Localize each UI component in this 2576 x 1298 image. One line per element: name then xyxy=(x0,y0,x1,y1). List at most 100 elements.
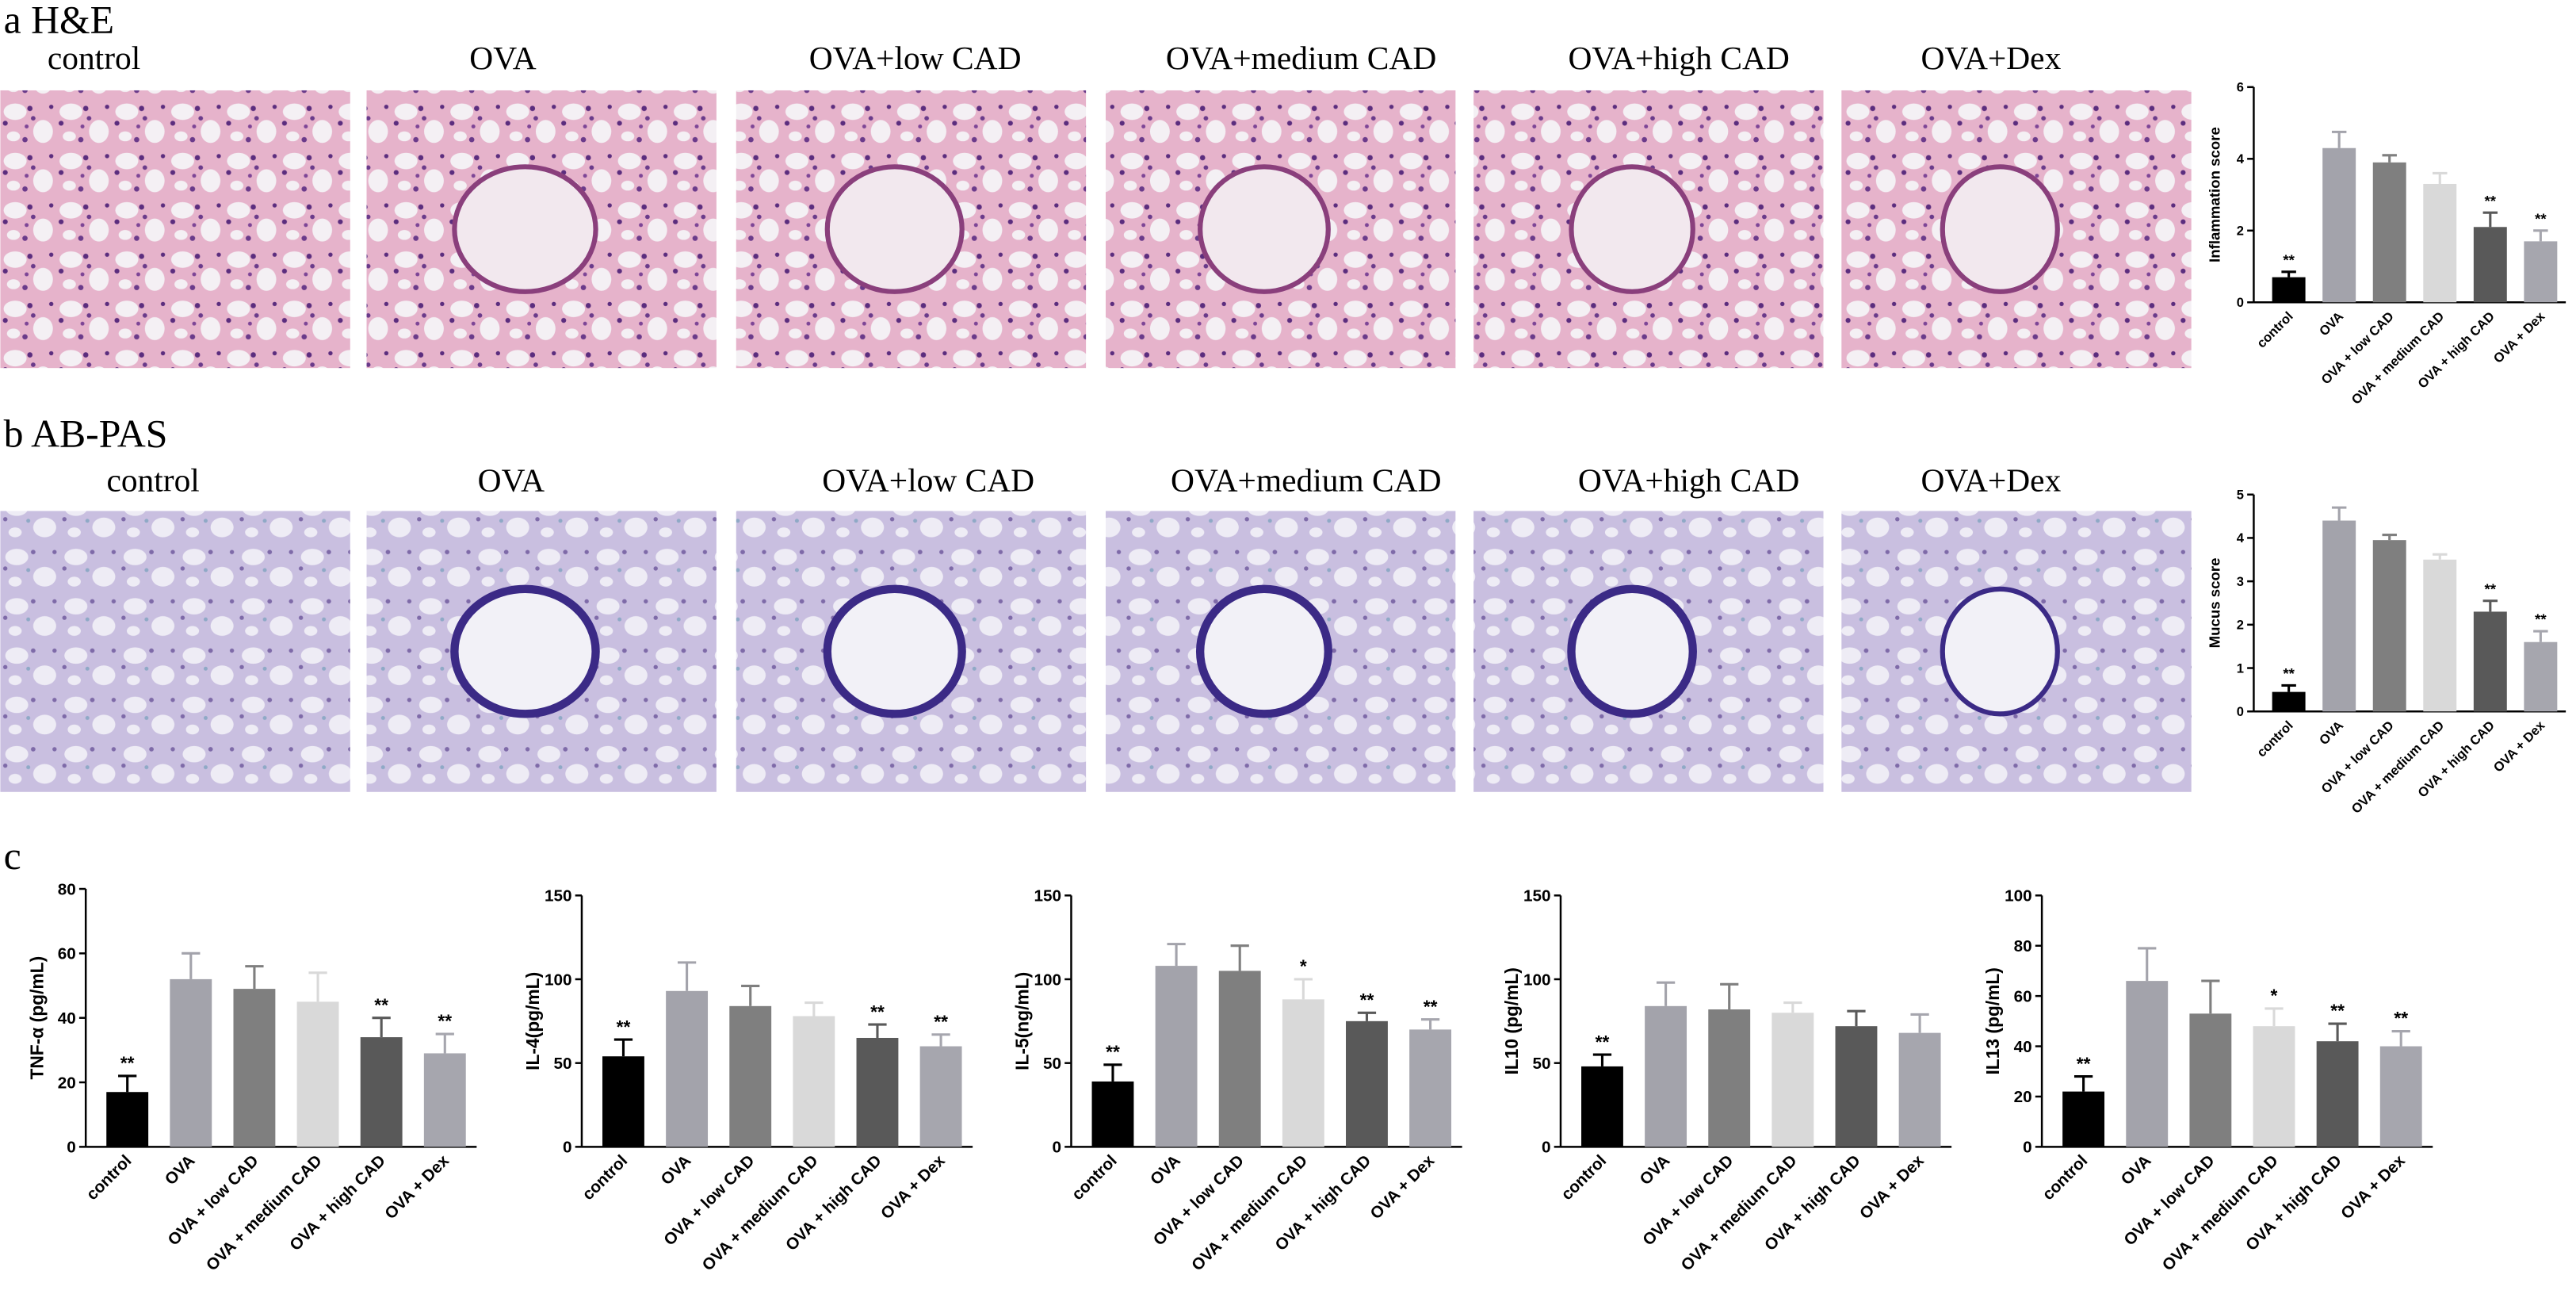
bar xyxy=(1898,1032,1941,1147)
error-bar xyxy=(2391,1029,2410,1047)
y-tick-label: 20 xyxy=(58,1074,76,1092)
image-title: OVA+Dex xyxy=(1921,462,2061,499)
bar xyxy=(856,1037,899,1147)
y-tick-label: 60 xyxy=(58,945,76,963)
error-bar xyxy=(2382,154,2397,163)
y-axis-label: IL-4(pg/mL) xyxy=(522,972,543,1070)
bar xyxy=(1155,966,1198,1147)
significance: ** xyxy=(2535,611,2547,628)
micrograph xyxy=(0,90,350,369)
image-title: OVA+high CAD xyxy=(1569,40,1790,76)
error-bar xyxy=(118,1074,137,1093)
image-title: OVA+medium CAD xyxy=(1171,462,1441,499)
error-bar xyxy=(2433,553,2448,560)
error-bar xyxy=(308,971,327,1002)
error-bar xyxy=(2265,1007,2284,1027)
y-tick-label: 1 xyxy=(2237,660,2244,676)
y-axis-label: IL10 (pg/mL) xyxy=(1501,967,1522,1074)
significance: ** xyxy=(2283,252,2295,269)
panel-label: c xyxy=(4,834,21,878)
y-axis-label: IL13 (pg/mL) xyxy=(1982,967,2003,1074)
significance: ** xyxy=(617,1017,631,1037)
airway xyxy=(450,584,600,718)
y-axis-label: TNF-α (pg/mL) xyxy=(26,956,47,1080)
significance: ** xyxy=(934,1011,948,1032)
bar xyxy=(2524,641,2558,712)
y-tick-label: 100 xyxy=(1523,971,1551,989)
bar xyxy=(2253,1026,2295,1147)
error-bar xyxy=(2281,270,2296,278)
bar xyxy=(1645,1005,1687,1147)
error-bar xyxy=(2382,534,2397,541)
significance: ** xyxy=(2283,665,2295,682)
y-tick-label: 150 xyxy=(1523,887,1551,906)
significance: ** xyxy=(2394,1008,2408,1028)
image-title: OVA+high CAD xyxy=(1578,462,1799,499)
micrograph xyxy=(0,511,350,792)
y-tick-label: 50 xyxy=(1043,1055,1061,1073)
bar xyxy=(2423,183,2457,303)
bar xyxy=(1282,999,1324,1147)
error-bar xyxy=(372,1017,391,1038)
error-bar xyxy=(868,1023,887,1038)
image-title: OVA+low CAD xyxy=(822,462,1034,499)
y-tick-label: 4 xyxy=(2237,530,2245,546)
y-tick-label: 5 xyxy=(2237,488,2244,503)
airway xyxy=(823,584,966,718)
y-tick-label: 80 xyxy=(2014,937,2032,955)
y-tick-label: 0 xyxy=(2237,295,2244,310)
y-tick-label: 0 xyxy=(2237,704,2244,719)
error-bar xyxy=(613,1038,633,1057)
error-bar xyxy=(245,965,264,990)
image-title: OVA+Dex xyxy=(1921,40,2061,76)
bar xyxy=(2272,277,2306,303)
y-tick-label: 3 xyxy=(2237,574,2244,589)
error-bar xyxy=(1592,1053,1612,1066)
significance: ** xyxy=(438,1011,452,1032)
error-bar xyxy=(677,961,697,991)
image-title: OVA+medium CAD xyxy=(1166,40,1436,76)
bar xyxy=(2322,147,2356,303)
bar xyxy=(1218,971,1261,1147)
y-tick-label: 0 xyxy=(67,1139,76,1157)
y-tick-label: 100 xyxy=(1034,971,1061,989)
significance: ** xyxy=(120,1053,135,1074)
error-bar xyxy=(1720,982,1739,1010)
y-tick-label: 0 xyxy=(1053,1139,1062,1157)
y-tick-label: 150 xyxy=(1034,887,1061,906)
bar xyxy=(1346,1020,1388,1147)
panel-label: a H&E xyxy=(4,0,114,41)
error-bar xyxy=(2331,506,2347,521)
error-bar xyxy=(2328,1022,2347,1042)
y-axis-label: IL-5(ng/mL) xyxy=(1012,972,1033,1070)
bar xyxy=(233,989,276,1147)
bar xyxy=(2062,1091,2105,1147)
y-tick-label: 2 xyxy=(2237,224,2244,239)
y-tick-label: 150 xyxy=(545,887,572,906)
image-title: control xyxy=(48,40,140,76)
bar xyxy=(1708,1009,1751,1147)
error-bar xyxy=(2331,130,2347,148)
error-bar xyxy=(931,1033,950,1047)
bar xyxy=(1091,1081,1134,1147)
significance: ** xyxy=(2485,193,2497,209)
error-bar xyxy=(2281,683,2296,692)
bar xyxy=(919,1046,962,1147)
bar xyxy=(602,1056,644,1147)
bar xyxy=(170,978,212,1147)
y-tick-label: 80 xyxy=(58,880,76,898)
error-bar xyxy=(2533,630,2548,642)
bar xyxy=(2322,520,2356,712)
error-bar xyxy=(2201,979,2220,1014)
bar xyxy=(1409,1029,1452,1147)
image-title: OVA xyxy=(478,462,545,499)
error-bar xyxy=(1656,981,1676,1006)
error-bar xyxy=(1910,1013,1929,1033)
error-bar xyxy=(1230,944,1249,971)
significance: * xyxy=(2271,986,2278,1006)
significance: ** xyxy=(1596,1032,1610,1052)
error-bar xyxy=(2482,599,2498,612)
